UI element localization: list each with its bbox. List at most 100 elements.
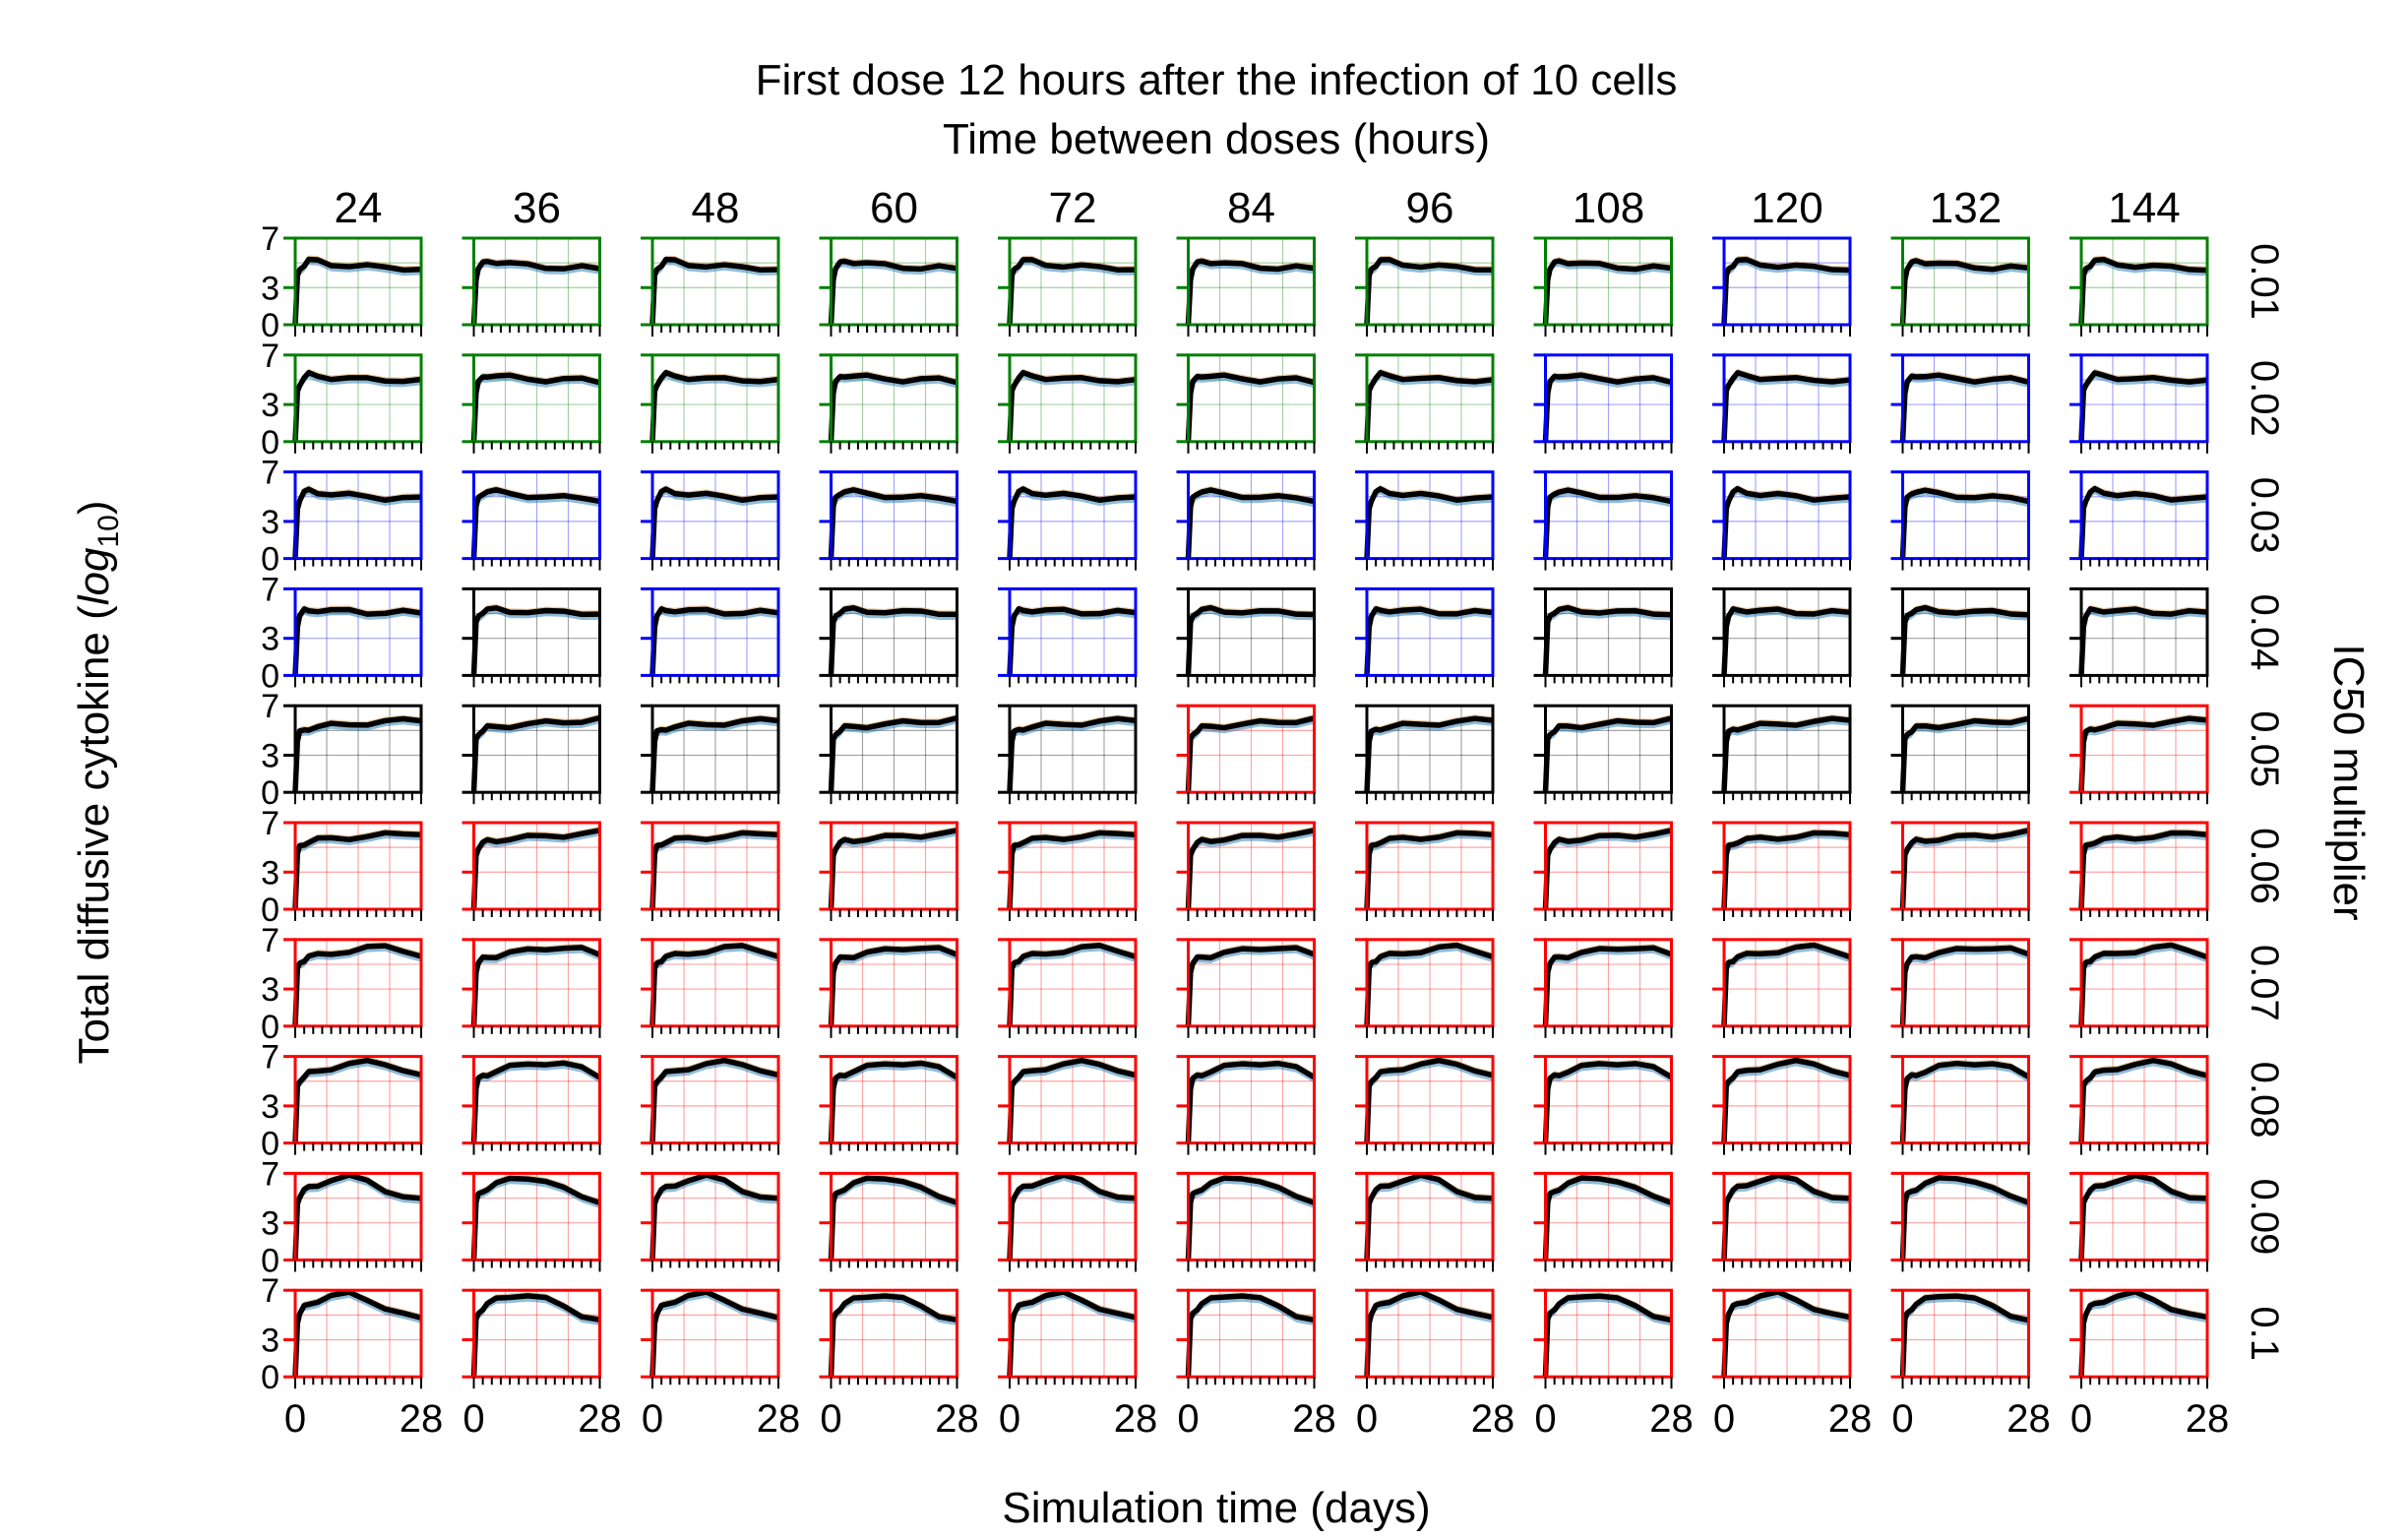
band-blue — [1724, 607, 1850, 676]
column-headers: 24 36 48 60 72 84 96 108 120 132 144 — [335, 184, 2181, 232]
mean-line — [1899, 715, 2030, 793]
y-tick-label: 0 — [261, 424, 279, 462]
subplot: 0 28 — [2069, 1288, 2229, 1441]
subplot — [998, 353, 1138, 454]
y-tick-label: 0 — [261, 774, 279, 812]
band-blue — [652, 717, 778, 793]
mean-line — [1185, 1175, 1316, 1261]
x-tick-label: 0 — [463, 1397, 484, 1441]
y-tick-label: 0 — [261, 307, 279, 344]
band-blue — [2081, 607, 2207, 676]
y-tick-label: 3 — [261, 621, 279, 658]
subplot — [2069, 1171, 2209, 1272]
mean-line — [1542, 604, 1672, 676]
subplot: 0 28 — [1355, 1288, 1514, 1441]
subplot: 0 28 — [641, 1288, 800, 1441]
mean-line — [828, 1175, 958, 1261]
mean-line — [292, 1172, 422, 1261]
y-axis-label: Total diffusive cytokine (log10) — [70, 500, 125, 1064]
subplot — [1176, 353, 1316, 454]
y-tick-label: 3 — [261, 1322, 279, 1359]
subplot — [462, 353, 601, 454]
band-orange — [1724, 941, 1850, 1026]
y-tick-label: 3 — [261, 1088, 279, 1126]
column-header: 72 — [1049, 184, 1097, 232]
subplot: 03 7 — [261, 571, 423, 695]
subplot: 03 7 — [261, 338, 423, 462]
band-blue — [1724, 371, 1850, 442]
subplot — [998, 1171, 1138, 1272]
mean-line — [1364, 606, 1494, 676]
mean-line — [1364, 369, 1494, 442]
subplot — [819, 236, 958, 337]
band-blue — [831, 488, 957, 559]
row-label: 0.06 — [2243, 828, 2286, 904]
subplot — [1176, 470, 1316, 571]
y-tick-label: 3 — [261, 504, 279, 541]
mean-line — [1542, 1175, 1673, 1261]
mean-line — [649, 486, 779, 559]
mean-line — [470, 714, 601, 793]
subplot — [819, 821, 958, 921]
mean-line — [1899, 945, 2030, 1026]
subplot — [1890, 1055, 2030, 1155]
x-tick-label: 0 — [1177, 1397, 1199, 1441]
y-tick-label: 0 — [261, 892, 279, 929]
x-tick-label: 0 — [284, 1397, 306, 1441]
subplot — [1890, 938, 2030, 1038]
row-label: 0.09 — [2243, 1178, 2286, 1255]
mean-line — [1185, 828, 1316, 910]
band-blue — [2081, 371, 2207, 442]
mean-line — [1185, 604, 1315, 676]
mean-line — [1721, 256, 1851, 326]
subplot — [641, 470, 780, 571]
subplot: 0 28 — [1712, 1288, 1873, 1441]
mean-line — [649, 606, 779, 676]
mean-line — [292, 943, 422, 1026]
x-tick-label: 0 — [1356, 1397, 1378, 1441]
mean-line — [649, 830, 779, 910]
subplot — [641, 236, 780, 337]
column-header: 120 — [1751, 184, 1822, 232]
row-label: 0.08 — [2243, 1062, 2286, 1139]
band-blue — [652, 371, 778, 442]
subplot — [1176, 704, 1316, 805]
subplot — [641, 1055, 780, 1155]
mean-line — [1721, 485, 1851, 559]
band-blue — [652, 607, 778, 676]
subplot: 0 28 — [1176, 1288, 1336, 1441]
band-blue — [473, 946, 600, 1026]
x-tick-label: 28 — [1828, 1397, 1873, 1441]
subplot — [819, 1055, 958, 1155]
band-orange — [2081, 941, 2207, 1026]
row-label: 0.02 — [2243, 360, 2286, 437]
y-tick-label: 0 — [261, 657, 279, 695]
row-label: 0.05 — [2243, 710, 2286, 787]
subplot — [462, 1171, 601, 1272]
band-blue — [1188, 946, 1315, 1026]
y-tick-label: 3 — [261, 270, 279, 307]
mean-line — [470, 258, 600, 326]
band-orange — [1545, 257, 1672, 325]
subplot — [1712, 236, 1852, 337]
subplot — [1712, 586, 1852, 688]
subplot — [998, 1055, 1138, 1155]
y-tick-label: 0 — [261, 1359, 279, 1396]
subplot — [2069, 704, 2209, 805]
mean-line — [2078, 606, 2208, 676]
mean-line — [470, 1293, 600, 1378]
subplot — [1176, 1171, 1316, 1272]
subplot — [2069, 938, 2209, 1038]
subplot — [1355, 586, 1495, 688]
band-blue — [1188, 716, 1315, 793]
band-blue — [831, 829, 957, 909]
subplot — [1890, 470, 2030, 571]
mean-line — [1364, 486, 1494, 559]
subplot — [1890, 821, 2030, 921]
mean-line — [1899, 828, 2030, 910]
subplot — [998, 236, 1138, 337]
subplot — [1355, 1055, 1495, 1155]
band-blue — [1724, 487, 1850, 559]
band-blue — [1010, 371, 1136, 442]
